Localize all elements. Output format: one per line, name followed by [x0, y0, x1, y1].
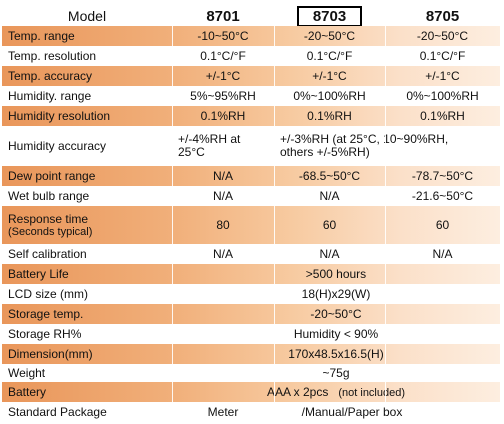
row-label: LCD size (mm) — [8, 286, 88, 301]
cell-8703: N/A — [319, 246, 340, 261]
cell-8701: +/-4%RH at 25°C — [172, 133, 274, 159]
table-row: Temp. accuracy +/-1°C +/-1°C +/-1°C — [2, 66, 500, 86]
table-row: Battery AAA x 2pcs (not included) — [2, 382, 500, 402]
cell-8705: 0.1%RH — [420, 108, 465, 123]
battery-value: AAA x 2pcs — [266, 385, 329, 399]
table-row: Wet bulb range N/A N/A -21.6~50°C — [2, 186, 500, 206]
model-8703-highlight: 8703 — [296, 5, 363, 27]
column-divider — [172, 26, 173, 402]
table-row: Dew point range N/A -68.5~50°C -78.7~50°… — [2, 166, 500, 186]
table-row: Temp. range -10~50°C -20~50°C -20~50°C — [2, 26, 500, 46]
row-label: Dimension(mm) — [8, 346, 93, 361]
model-8705-header: 8705 — [425, 7, 460, 25]
cell-8703: 0.1°C/°F — [306, 48, 353, 63]
model-8701-header: 8701 — [206, 7, 240, 25]
row-label: Dew point range — [8, 168, 96, 183]
model-8703-header: 8703 — [274, 5, 385, 27]
cell-8703: -20~50°C — [303, 28, 356, 43]
cell-8705: +/-1°C — [425, 68, 460, 83]
cell-8701: 0.1%RH — [200, 108, 246, 123]
table-row: Temp. resolution 0.1°C/°F 0.1°C/°F 0.1°C… — [2, 46, 500, 66]
row-label: Temp. resolution — [8, 48, 97, 63]
cell-span: -20~50°C — [310, 307, 362, 321]
cell-8701: 0.1°C/°F — [200, 48, 246, 63]
cell-8705: -20~50°C — [416, 28, 469, 43]
row-label: Standard Package — [8, 404, 107, 419]
package-part-rest: /Manual/Paper box — [301, 404, 403, 419]
cell-8705: 0%~100%RH — [406, 88, 479, 103]
cell-8701: 5%~95%RH — [190, 88, 256, 103]
row-label: Temp. range — [8, 28, 75, 43]
table-row: LCD size (mm) 18(H)x29(W) — [2, 284, 500, 304]
cell-8705: N/A — [432, 246, 453, 261]
table-row: Humidity accuracy +/-4%RH at 25°C +/-3%R… — [2, 126, 500, 166]
table-row: Battery Life >500 hours — [2, 264, 500, 284]
cell-8705: -21.6~50°C — [411, 188, 474, 203]
row-label-sub: (Seconds typical) — [8, 225, 93, 238]
cell-8703: N/A — [319, 188, 340, 203]
table-row: Storage RH% Humidity < 90% — [2, 324, 500, 344]
row-label: Humidity resolution — [8, 108, 111, 123]
cell-span: Humidity < 90% — [293, 327, 379, 341]
table-row: Response time (Seconds typical) 80 60 60 — [2, 206, 500, 244]
row-label-line: Response time — [8, 211, 89, 226]
cell-8701: N/A — [212, 246, 233, 261]
cell-8701: +/-1°C — [205, 68, 241, 83]
battery-note: (not included) — [338, 387, 406, 399]
table-row: Self calibration N/A N/A N/A — [2, 244, 500, 264]
cell-8703: +/-1°C — [312, 68, 347, 83]
cell-line: others +/-5%RH) — [280, 145, 370, 159]
table-row: Humidity resolution 0.1%RH 0.1%RH 0.1%RH — [2, 106, 500, 126]
column-divider — [385, 26, 386, 402]
cell-8703: 60 — [322, 217, 337, 232]
cell-line: +/-3%RH (at 25°C, 10~90%RH, — [280, 132, 449, 146]
cell-span: AAA x 2pcs (not included) — [172, 385, 500, 399]
cell-8703: -68.5~50°C — [298, 168, 361, 183]
cell-8701: -10~50°C — [197, 28, 249, 43]
table-row: Weight ~75g — [2, 364, 500, 382]
row-label: Storage RH% — [8, 326, 82, 341]
cell-8701: N/A — [212, 188, 233, 203]
cell-8705: -78.7~50°C — [411, 168, 474, 183]
cell-span: 170x48.5x16.5(H) — [288, 347, 384, 361]
row-label: Self calibration — [8, 246, 87, 261]
row-label: Humidity. range — [8, 88, 92, 103]
row-label: Battery Life — [8, 266, 69, 281]
row-label: Weight — [8, 365, 46, 380]
column-divider — [274, 26, 275, 402]
cell-line: +/-4%RH at — [178, 132, 241, 146]
cell-8705: 60 — [435, 217, 450, 232]
row-label: Wet bulb range — [8, 188, 90, 203]
cell-8705: 0.1°C/°F — [419, 48, 466, 63]
cell-8701: 80 — [216, 217, 230, 232]
cell-8703: 0%~100%RH — [293, 88, 366, 103]
cell-8703: 0.1%RH — [307, 108, 352, 123]
row-label: Storage temp. — [8, 306, 84, 321]
package-part-meter: Meter — [207, 404, 239, 419]
row-label: Battery — [8, 384, 47, 399]
header-row: Model 8701 8703 8705 — [2, 5, 500, 27]
cell-8701: N/A — [212, 168, 233, 183]
row-label: Response time (Seconds typical) — [2, 211, 172, 238]
cell-line: 25°C — [178, 145, 205, 159]
cell-span: >500 hours — [305, 267, 367, 281]
row-label: Temp. accuracy — [8, 68, 93, 83]
table-row: Humidity. range 5%~95%RH 0%~100%RH 0%~10… — [2, 86, 500, 106]
cell-8703-8705: +/-3%RH (at 25°C, 10~90%RH, others +/-5%… — [274, 133, 500, 159]
table-row: Storage temp. -20~50°C — [2, 304, 500, 324]
table-row: Standard Package Meter /Manual/Paper box — [2, 402, 500, 422]
model-header: Model — [67, 7, 107, 24]
row-label: Humidity accuracy — [8, 138, 107, 153]
table-row: Dimension(mm) 170x48.5x16.5(H) — [2, 344, 500, 364]
cell-span: 18(H)x29(W) — [301, 287, 371, 301]
cell-span: ~75g — [322, 366, 350, 380]
